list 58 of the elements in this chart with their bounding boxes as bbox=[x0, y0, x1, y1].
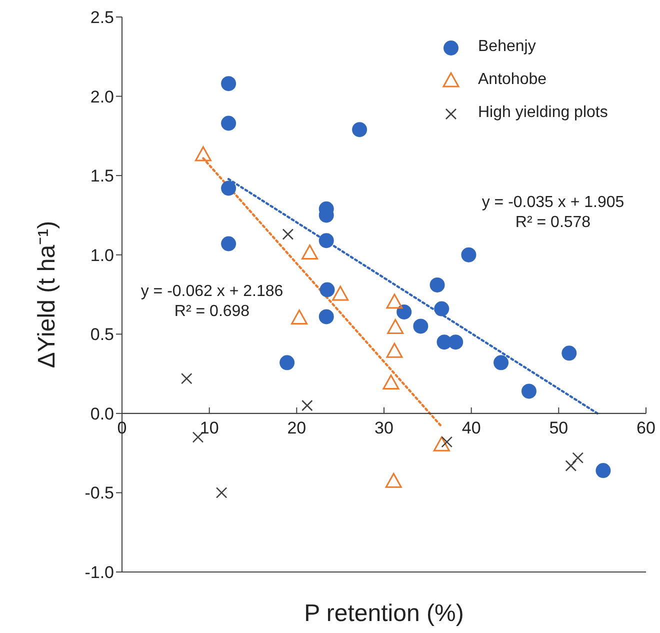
point bbox=[180, 372, 192, 384]
point bbox=[302, 244, 318, 260]
y-tick-label: -0.5 bbox=[84, 484, 114, 503]
point bbox=[433, 436, 450, 452]
point bbox=[221, 236, 236, 252]
annotation: y = -0.035 x + 1.905 bbox=[482, 194, 624, 212]
point bbox=[301, 400, 313, 412]
point bbox=[565, 460, 577, 472]
y-tick-label: 1.0 bbox=[90, 246, 114, 265]
point bbox=[396, 304, 412, 320]
x-tick-label: 40 bbox=[462, 418, 481, 438]
point bbox=[494, 355, 509, 370]
point bbox=[387, 319, 404, 334]
y-tick-label: 2.5 bbox=[90, 8, 114, 28]
point bbox=[572, 452, 584, 464]
point bbox=[385, 472, 402, 488]
point bbox=[194, 146, 212, 162]
point bbox=[318, 309, 334, 324]
y-tick-label: 0.5 bbox=[90, 325, 114, 344]
point bbox=[461, 247, 476, 262]
point bbox=[386, 342, 403, 358]
point bbox=[434, 301, 450, 316]
y-axis-title: ΔYield (t ha⁻¹) bbox=[34, 220, 61, 368]
annotation: R² = 0.698 bbox=[174, 303, 250, 321]
point bbox=[282, 228, 294, 240]
x-axis-title: P retention (%) bbox=[304, 600, 464, 627]
x-tick-label: 30 bbox=[374, 418, 394, 438]
y-tick-label: 1.5 bbox=[90, 166, 114, 186]
point bbox=[521, 384, 536, 399]
point bbox=[320, 282, 335, 298]
point bbox=[221, 116, 236, 131]
point bbox=[221, 180, 236, 196]
point bbox=[216, 487, 228, 498]
y-tick-label: 2.0 bbox=[90, 87, 114, 106]
point bbox=[352, 122, 368, 138]
point bbox=[386, 294, 403, 309]
annotation: y = -0.062 x + 2.186 bbox=[140, 283, 284, 301]
x-tick-label: 10 bbox=[200, 418, 219, 438]
legend-label: Behenjy bbox=[478, 38, 536, 56]
point bbox=[280, 355, 295, 370]
legend-label: Antohobe bbox=[478, 70, 547, 88]
point bbox=[291, 310, 308, 325]
point bbox=[562, 346, 577, 361]
point bbox=[221, 76, 236, 92]
x-tick-label: 60 bbox=[636, 418, 656, 438]
point bbox=[596, 463, 611, 478]
annotation: R² = 0.578 bbox=[515, 214, 591, 232]
x-tick-label: 20 bbox=[287, 418, 306, 438]
y-tick-label: 0.0 bbox=[90, 404, 114, 424]
point bbox=[382, 374, 400, 390]
legend-label: High yielding plots bbox=[478, 104, 608, 122]
point bbox=[332, 286, 349, 301]
point bbox=[318, 233, 334, 248]
point bbox=[448, 334, 464, 350]
x-tick-label: 50 bbox=[549, 418, 568, 438]
y-tick-label: -1.0 bbox=[84, 563, 114, 582]
point bbox=[430, 277, 445, 292]
point bbox=[413, 318, 428, 334]
